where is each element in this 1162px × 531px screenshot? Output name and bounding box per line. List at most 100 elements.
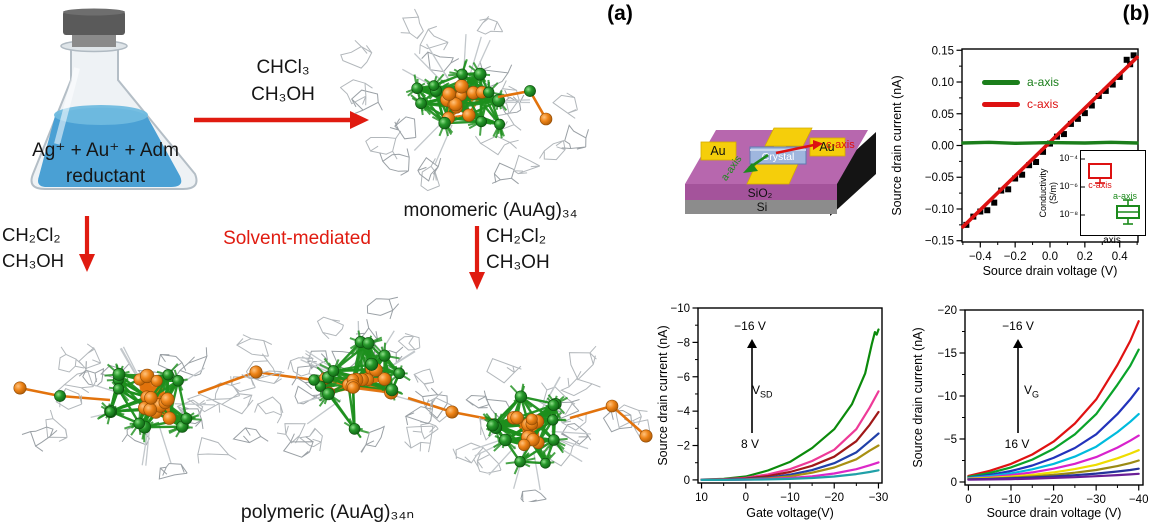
svg-text:0: 0 bbox=[743, 492, 749, 504]
svg-text:0.00: 0.00 bbox=[932, 141, 954, 153]
svg-text:−0.2: −0.2 bbox=[1004, 251, 1027, 263]
iv-xlabel: Source drain voltage (V) bbox=[982, 264, 1118, 278]
svg-text:−4: −4 bbox=[677, 406, 691, 418]
svg-text:0.2: 0.2 bbox=[1077, 251, 1093, 263]
gold-electrode-left bbox=[700, 141, 737, 161]
vsd-top-label: −16 V bbox=[734, 319, 766, 333]
svg-text:−20: −20 bbox=[937, 305, 957, 317]
au-right-label: Au bbox=[819, 140, 834, 154]
panel-b-label: (b) bbox=[1122, 2, 1150, 25]
vsd-base: V bbox=[752, 383, 761, 397]
svg-text:−0.4: −0.4 bbox=[969, 251, 992, 263]
right-solvent-line1: CH₂Cl₂ bbox=[486, 226, 547, 247]
svg-text:0: 0 bbox=[684, 475, 690, 487]
reaction-solvent-line2: CH₃OH bbox=[251, 84, 315, 105]
left-solvent-line2: CH₃OH bbox=[2, 250, 65, 271]
svg-text:−30: −30 bbox=[1086, 494, 1106, 506]
svg-text:−0.10: −0.10 bbox=[925, 204, 954, 216]
svg-text:0.0: 0.0 bbox=[1042, 251, 1058, 263]
sio2-label: SiO₂ bbox=[748, 186, 773, 200]
iv-ylabel: Source drain current (nA) bbox=[890, 75, 904, 216]
vsd-sub: SD bbox=[760, 389, 773, 400]
a-axis-swatch bbox=[982, 79, 1020, 85]
svg-text:−20: −20 bbox=[1044, 494, 1064, 506]
c-axis-swatch bbox=[982, 101, 1020, 107]
svg-text:−40: −40 bbox=[1129, 494, 1149, 506]
svg-text:−0.15: −0.15 bbox=[925, 236, 954, 248]
c-axis-boxplot bbox=[1088, 163, 1112, 179]
vg-top-label: −16 V bbox=[1002, 319, 1034, 333]
vg-sub: G bbox=[1032, 389, 1040, 400]
conductivity-inset: Conductivity (S/m) 10⁻⁴ 10⁻⁶ 10⁻⁸ c-axis… bbox=[1038, 144, 1162, 248]
output-chart: 0 −10 −20 −30 −40 −20 −15 −10 −5 0 Source drain c… bbox=[893, 293, 1162, 531]
left-solvent-label: CH₂Cl₂ CH₃OH bbox=[2, 222, 82, 274]
reaction-solvent-line1: CHCl₃ bbox=[256, 57, 310, 78]
solvent-mediated-label: Solvent-mediated bbox=[223, 228, 371, 249]
vsd-label: VSD bbox=[752, 383, 798, 399]
svg-text:−5: −5 bbox=[944, 434, 957, 446]
substrate-side-face bbox=[830, 132, 876, 216]
svg-text:−0.05: −0.05 bbox=[925, 172, 954, 184]
output-ylabel: Source drain current (nA) bbox=[911, 327, 925, 468]
flask-contents-label: Ag⁺ + Au⁺ + Adm reductant bbox=[8, 138, 203, 190]
reaction-arrow-icon bbox=[194, 111, 369, 129]
c-axis-arrow bbox=[775, 143, 815, 155]
inset-c-axis-label: c-axis bbox=[1088, 180, 1112, 190]
monomeric-cluster-structure bbox=[340, 8, 589, 192]
inset-boxplots bbox=[1081, 158, 1140, 225]
svg-text:−10: −10 bbox=[1001, 494, 1021, 506]
flask-contents-line1: Ag⁺ + Au⁺ + Adm bbox=[32, 140, 179, 161]
inset-xlabel: axis bbox=[1103, 235, 1121, 246]
iv-chart: −0.4 −0.2 0.0 0.2 0.4 0.15 0.10 0.05 0.00 −0.05 −0… bbox=[878, 33, 1162, 285]
monomeric-caption: monomeric (AuAg)₃₄ bbox=[403, 200, 578, 221]
left-down-arrow-icon bbox=[79, 216, 95, 272]
c-axis-legend-label: c-axis bbox=[1027, 97, 1059, 111]
vg-base: V bbox=[1024, 383, 1033, 397]
right-solvent-label: CH₂Cl₂ CH₃OH bbox=[486, 224, 581, 276]
output-chart-canvas: 0 −10 −20 −30 −40 −20 −15 −10 −5 0 bbox=[937, 305, 1149, 506]
svg-text:0: 0 bbox=[965, 494, 971, 506]
svg-text:−10: −10 bbox=[780, 492, 800, 504]
au-left-label: Au bbox=[710, 144, 725, 158]
crystal-label: Crystal bbox=[762, 151, 795, 163]
svg-text:−8: −8 bbox=[677, 337, 690, 349]
vsd-bottom-label: 8 V bbox=[740, 437, 759, 451]
device-schematic: Au Au Crystal c-axis a-axis SiO₂ Si bbox=[685, 127, 876, 216]
svg-text:−2: −2 bbox=[677, 441, 690, 453]
iv-legend: a-axis c-axis bbox=[982, 75, 1059, 119]
si-front-face bbox=[685, 200, 837, 214]
vg-label: VG bbox=[1024, 383, 1064, 399]
svg-text:−30: −30 bbox=[869, 492, 889, 504]
svg-text:0.10: 0.10 bbox=[932, 77, 954, 89]
inset-ytick-1e-8: 10⁻⁸ bbox=[1059, 209, 1078, 219]
sio2-front-face bbox=[685, 184, 837, 200]
inset-ytick-1e-6: 10⁻⁶ bbox=[1059, 181, 1078, 191]
legend-item-c-axis: c-axis bbox=[982, 97, 1059, 111]
inset-a-axis-label: a-axis bbox=[1112, 191, 1137, 201]
svg-text:0: 0 bbox=[951, 477, 957, 489]
reaction-solvent-label: CHCl₃ CH₃OH bbox=[223, 54, 343, 108]
svg-text:−10: −10 bbox=[937, 391, 957, 403]
svg-text:−20: −20 bbox=[824, 492, 844, 504]
svg-text:−15: −15 bbox=[937, 348, 957, 360]
panel-a-label: (a) bbox=[607, 2, 633, 25]
flask-stopper-lower bbox=[72, 34, 116, 47]
flask-stopper bbox=[63, 11, 125, 35]
left-solvent-line1: CH₂Cl₂ bbox=[2, 224, 61, 245]
transfer-ylabel: Source drain current (nA) bbox=[656, 325, 670, 466]
svg-text:0.4: 0.4 bbox=[1112, 251, 1129, 263]
inset-ytick-1e-4: 10⁻⁴ bbox=[1059, 153, 1078, 163]
polymeric-caption: polymeric (AuAg)₃₄ₙ bbox=[240, 501, 415, 523]
inset-plot-box: c-axis a-axis bbox=[1080, 150, 1146, 236]
svg-text:−6: −6 bbox=[677, 372, 690, 384]
iv-chart-canvas: −0.4 −0.2 0.0 0.2 0.4 0.15 0.10 0.05 0.00 −0.05 −0… bbox=[925, 45, 1139, 263]
flask-illustration bbox=[30, 8, 198, 190]
svg-text:−10: −10 bbox=[670, 303, 690, 315]
svg-text:0.05: 0.05 bbox=[932, 109, 954, 121]
flask-contents-line2: reductant bbox=[65, 166, 146, 187]
a-axis-legend-label: a-axis bbox=[1027, 75, 1060, 89]
c-axis-label: c-axis bbox=[826, 139, 855, 151]
transfer-xlabel: Gate voltage(V) bbox=[746, 506, 834, 520]
crystal-bar bbox=[749, 146, 807, 165]
si-label: Si bbox=[757, 200, 768, 214]
